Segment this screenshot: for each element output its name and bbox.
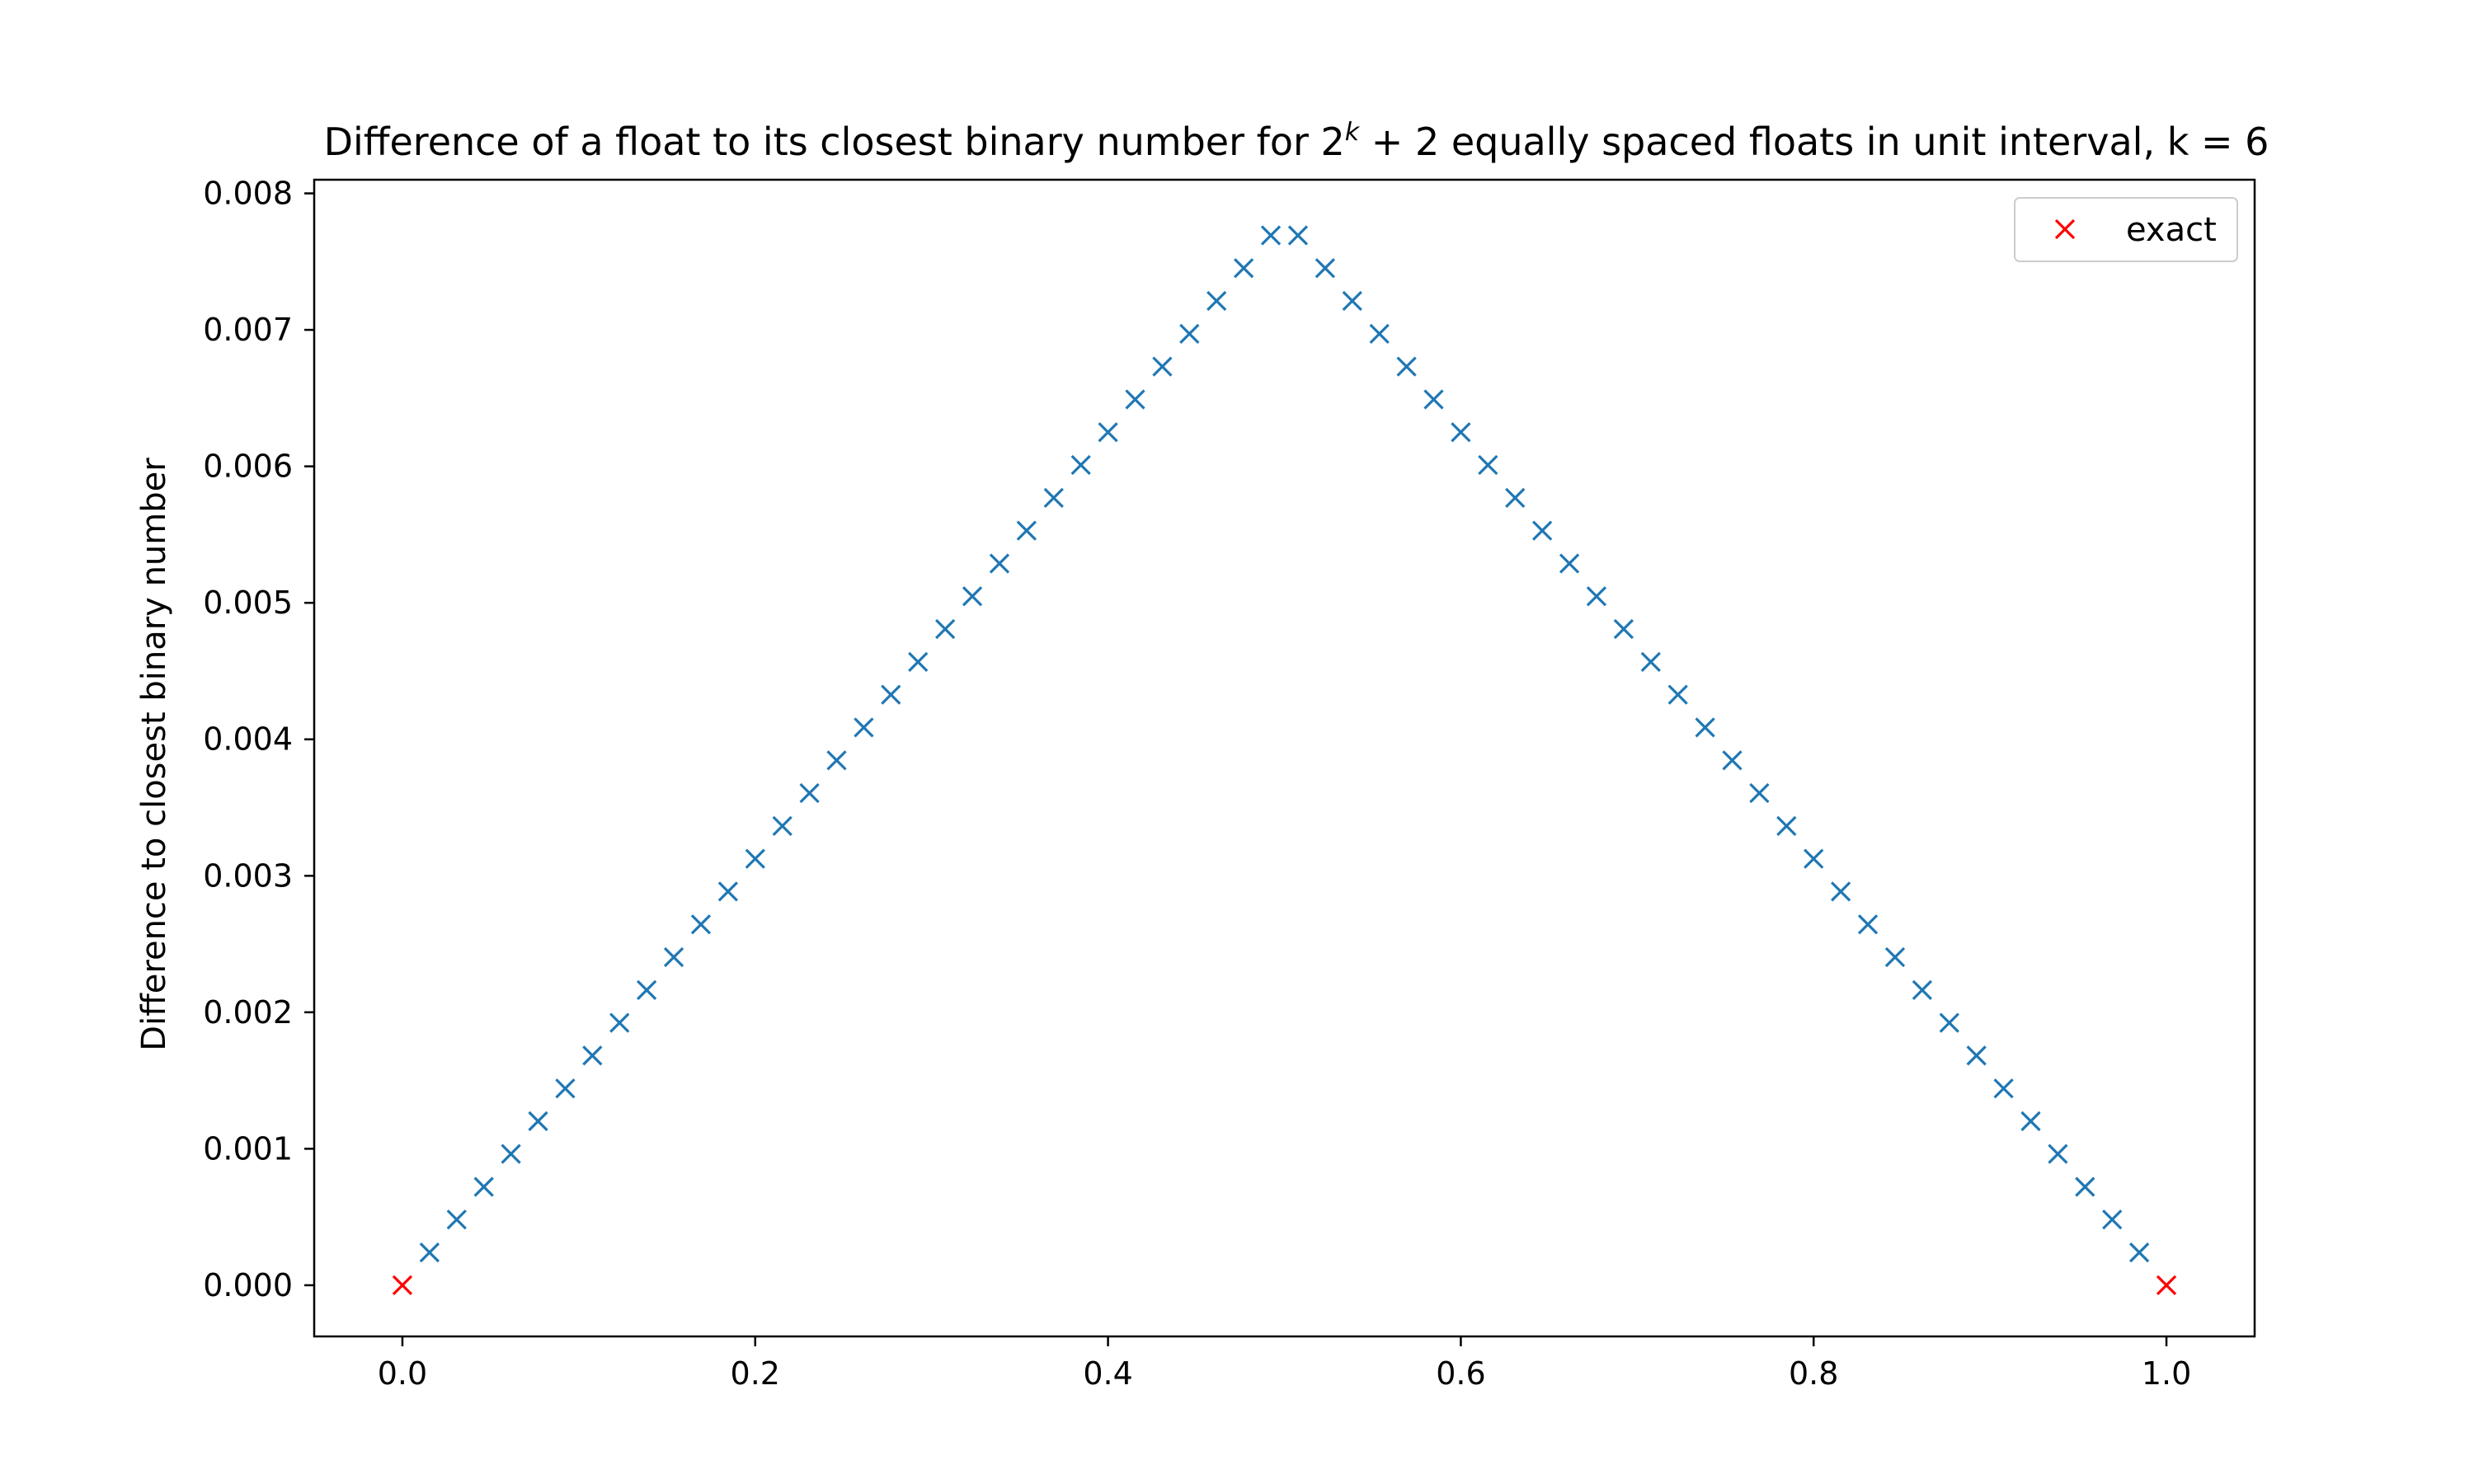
legend: exact	[2014, 197, 2238, 262]
data-point	[1912, 979, 1932, 1000]
data-point	[935, 618, 956, 640]
exact-data-point	[2156, 1275, 2177, 1296]
data-point	[1287, 225, 1309, 246]
y-tick-label: 0.005	[203, 585, 293, 621]
data-point	[1369, 323, 1390, 345]
data-point	[1831, 881, 1851, 902]
x-tick-label: 0.8	[1789, 1355, 1838, 1392]
data-point	[528, 1111, 548, 1132]
y-tick-label: 0.008	[203, 176, 293, 212]
data-point	[2048, 1144, 2068, 1164]
data-point	[1939, 1012, 1959, 1033]
data-point	[1776, 815, 1797, 836]
data-point	[1884, 946, 1906, 968]
axes: 0.0 0.2 0.4 0.6 0.8 1.0 0.000 0.001 0.002 0.003 0.…	[203, 176, 2256, 1392]
data-markers	[392, 225, 2177, 1296]
x-tick-label: 0.2	[731, 1355, 780, 1392]
data-point	[1749, 782, 1770, 804]
data-point	[799, 782, 820, 804]
plot-background	[314, 180, 2255, 1336]
data-point	[1125, 389, 1145, 410]
data-point	[826, 750, 847, 771]
data-point	[1423, 389, 1444, 410]
data-point	[1478, 454, 1498, 476]
data-point	[1532, 520, 1553, 541]
data-point	[989, 553, 1010, 574]
data-point	[717, 881, 738, 902]
y-tick-label: 0.001	[203, 1130, 293, 1167]
data-point	[1613, 618, 1634, 640]
data-point	[1070, 454, 1091, 476]
y-tick-label: 0.002	[203, 994, 293, 1031]
chart-title: Difference of a float to its closest bin…	[324, 118, 2269, 164]
data-point	[1804, 848, 1824, 869]
data-point	[1722, 750, 1743, 771]
data-point	[1586, 586, 1607, 607]
data-point	[582, 1045, 603, 1066]
data-point	[637, 979, 657, 1000]
legend-box	[2014, 197, 2238, 262]
data-point	[1016, 520, 1037, 541]
data-point	[1098, 422, 1118, 443]
data-point	[609, 1012, 630, 1033]
data-point	[501, 1144, 521, 1164]
data-point	[2102, 1209, 2123, 1230]
data-point	[555, 1078, 576, 1099]
data-point	[1993, 1078, 2014, 1099]
data-point	[1152, 356, 1173, 377]
data-point	[419, 1242, 440, 1263]
legend-marker-cross	[2054, 218, 2076, 240]
plot-area	[314, 180, 2255, 1336]
chart-title-rest: + 2 equally spaced floats in unit interv…	[1359, 120, 2269, 164]
y-tick-label: 0.007	[203, 312, 293, 348]
data-point	[1043, 487, 1064, 509]
x-tick-label: 0.4	[1083, 1355, 1132, 1392]
data-point	[1966, 1045, 1987, 1066]
data-point	[772, 815, 793, 836]
exact-data-point	[392, 1275, 413, 1296]
y-tick-label: 0.004	[203, 721, 293, 758]
data-point	[908, 651, 929, 673]
data-point	[1315, 258, 1335, 279]
data-point	[1260, 225, 1282, 246]
legend-marker-exact	[2054, 218, 2076, 240]
data-point	[1667, 684, 1688, 705]
data-point	[1559, 553, 1580, 574]
data-point	[1451, 422, 1471, 443]
data-point	[881, 684, 901, 705]
chart-title-superscript: k	[1345, 118, 1361, 147]
data-point	[1640, 651, 1661, 673]
x-tick-label: 0.0	[378, 1355, 427, 1392]
data-point	[745, 848, 765, 869]
data-point	[962, 586, 983, 607]
data-point	[690, 914, 712, 935]
data-point	[1695, 717, 1715, 738]
data-point	[663, 946, 684, 968]
data-point	[1396, 356, 1417, 377]
data-point	[854, 717, 874, 738]
data-point	[446, 1209, 467, 1230]
axes-frame	[313, 178, 2256, 1338]
data-point	[2129, 1242, 2150, 1263]
y-tick-label: 0.006	[203, 448, 293, 485]
legend-label-exact: exact	[2126, 211, 2217, 249]
data-point	[2075, 1176, 2095, 1197]
x-tick-label: 0.6	[1436, 1355, 1485, 1392]
x-tick-label: 1.0	[2142, 1355, 2191, 1392]
data-point	[1857, 914, 1879, 935]
y-tick-label: 0.003	[203, 857, 293, 894]
data-point	[2020, 1111, 2041, 1132]
data-point	[1234, 258, 1254, 279]
data-point	[1342, 290, 1362, 312]
y-tick-label: 0.000	[203, 1267, 293, 1303]
data-point	[1206, 290, 1227, 312]
data-point	[1179, 323, 1200, 345]
data-point	[1505, 487, 1526, 509]
y-axis-label: Difference to closest binary number	[135, 458, 173, 1051]
chart-title-main: Difference of a float to its closest bin…	[324, 120, 1345, 164]
data-point	[473, 1176, 494, 1197]
